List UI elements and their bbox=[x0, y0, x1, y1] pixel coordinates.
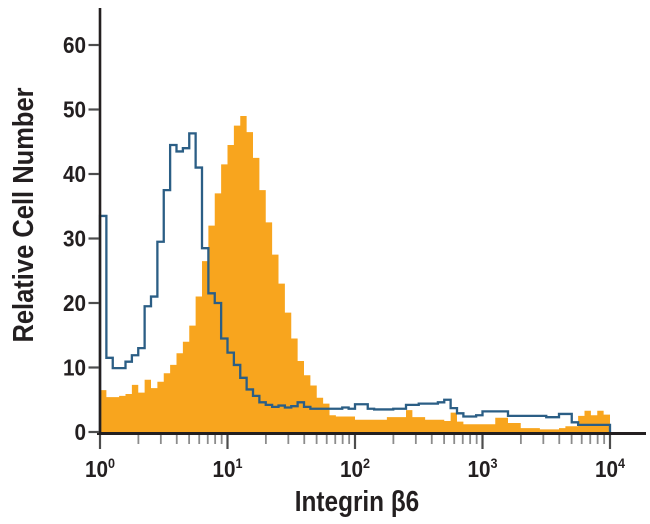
x-tick-label: 104 bbox=[595, 455, 626, 482]
y-tick-label: 0 bbox=[74, 419, 86, 445]
x-tick-label: 103 bbox=[467, 455, 497, 482]
y-tick-label: 10 bbox=[63, 354, 86, 380]
y-tick-label: 50 bbox=[63, 96, 86, 122]
y-tick-label: 20 bbox=[63, 290, 86, 316]
y-tick-label: 40 bbox=[63, 161, 86, 187]
orange-filled-histogram bbox=[100, 115, 610, 432]
y-axis-label: Relative Cell Number bbox=[6, 87, 39, 342]
y-tick-label: 30 bbox=[63, 225, 86, 251]
x-tick-label: 101 bbox=[212, 455, 243, 482]
x-tick-label: 102 bbox=[340, 455, 370, 482]
x-axis-label: Integrin β6 bbox=[295, 485, 419, 517]
x-tick-label: 100 bbox=[85, 455, 115, 482]
y-tick-label: 60 bbox=[63, 32, 86, 58]
blue-outline-histogram bbox=[98, 132, 612, 432]
